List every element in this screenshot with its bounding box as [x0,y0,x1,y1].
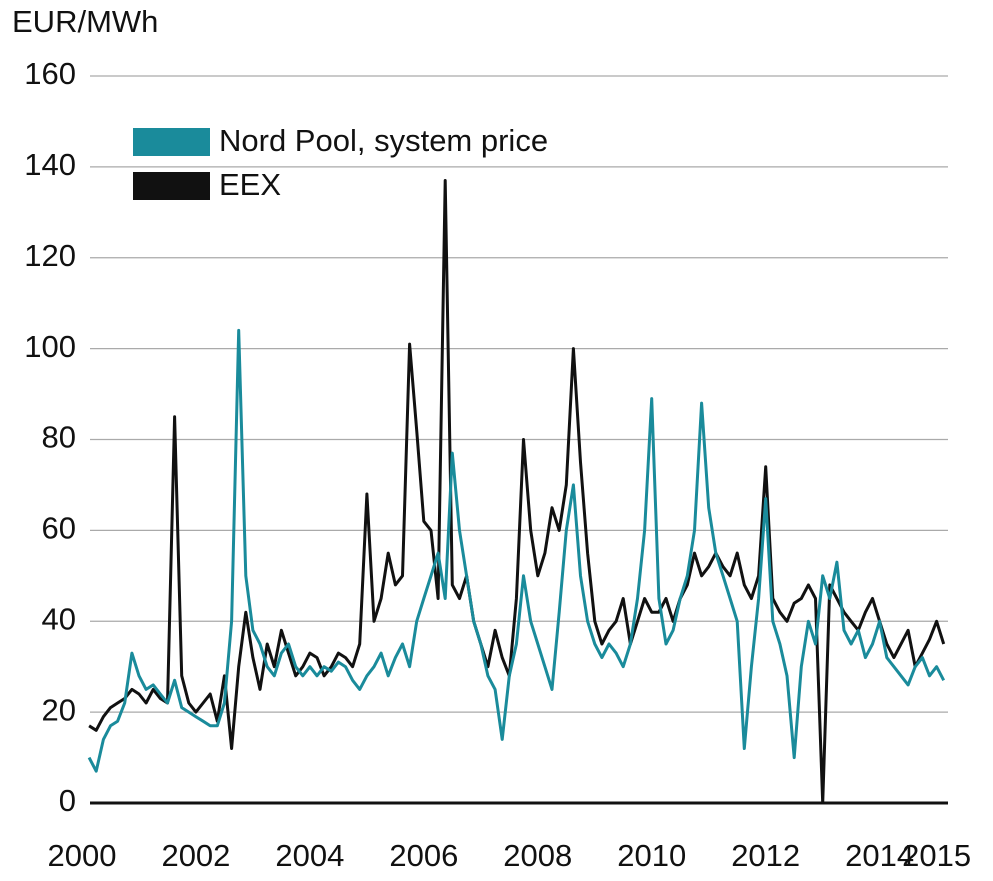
x-tick-label: 2004 [275,838,344,873]
y-tick-label: 100 [24,329,76,364]
y-tick-label: 120 [24,238,76,273]
x-tick-label: 2012 [731,838,800,873]
y-axis-unit: EUR/MWh [12,4,158,39]
y-tick-label: 60 [42,511,76,546]
y-tick-label: 20 [42,692,76,727]
legend-label: EEX [219,167,281,202]
legend-label: Nord Pool, system price [219,123,548,158]
x-tick-label: 2000 [48,838,117,873]
y-tick-label: 80 [42,420,76,455]
x-tick-label: 2006 [389,838,458,873]
legend-swatch [133,172,210,200]
line-series [88,179,946,805]
line-series [87,328,946,773]
y-tick-label: 140 [24,147,76,182]
x-tick-label: 2015 [902,838,971,873]
y-tick-label: 40 [42,601,76,636]
y-tick-label: 0 [59,783,76,818]
legend-swatch [133,128,210,156]
x-tick-label: 2008 [503,838,572,873]
x-tick-label: 2010 [617,838,686,873]
y-tick-label: 160 [24,56,76,91]
x-tick-label: 2014 [845,838,914,873]
x-tick-label: 2002 [161,838,230,873]
